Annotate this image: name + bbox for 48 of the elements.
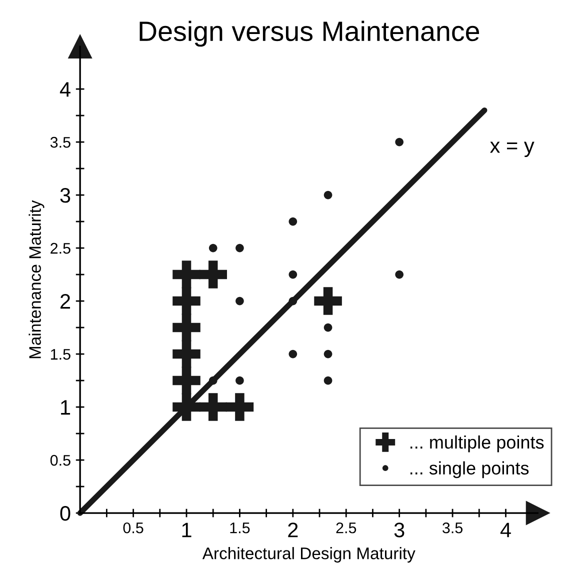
legend-label: ... multiple points [410,435,544,452]
y-tick-label: 2 [60,294,70,309]
point [324,323,332,332]
point [288,217,298,226]
point [226,393,254,421]
y-tick-label: 0 [60,506,70,521]
point [172,287,200,315]
point [199,260,227,288]
y-axis-title: Maintenance Maturity [28,200,44,358]
point [314,287,342,315]
series-label: x = y [490,142,534,158]
y-tick-label: 4 [60,82,70,97]
point [208,376,218,385]
legend-label: ... single points [410,461,529,478]
point [236,376,244,385]
y-tick-label: 3.5 [50,136,70,148]
y-tick-label: 2.5 [50,242,70,254]
y-tick-label: 1.5 [50,349,70,360]
y-tick-label: 3 [60,188,70,203]
y-tick-label: 0.5 [50,454,70,466]
point [395,138,404,146]
point [288,296,298,306]
point [172,366,200,394]
x-tick-label: 2.5 [336,522,356,534]
point [324,190,332,200]
x-tick-label: 1.5 [230,522,250,534]
point [236,244,244,252]
point [236,296,244,306]
point [199,393,227,421]
point [208,244,218,252]
point [288,270,298,279]
x-tick-label: 1 [182,522,192,538]
point [324,376,332,385]
point [324,350,332,358]
point [172,314,200,342]
y-tick-label: 1 [61,400,70,415]
chart-title: Design versus Maintenance [140,20,480,47]
x-tick-label: 4 [500,522,511,538]
x-tick-label: 3.5 [442,522,463,534]
x-axis-title: Architectural Design Maturity [202,547,416,563]
point [172,393,200,421]
x-tick-label: 0.5 [123,522,144,534]
x-tick-label: 2 [288,522,298,538]
point [172,340,200,368]
x-tick-label: 3 [394,522,404,538]
point [288,350,298,358]
point [172,260,200,288]
point [395,270,404,279]
